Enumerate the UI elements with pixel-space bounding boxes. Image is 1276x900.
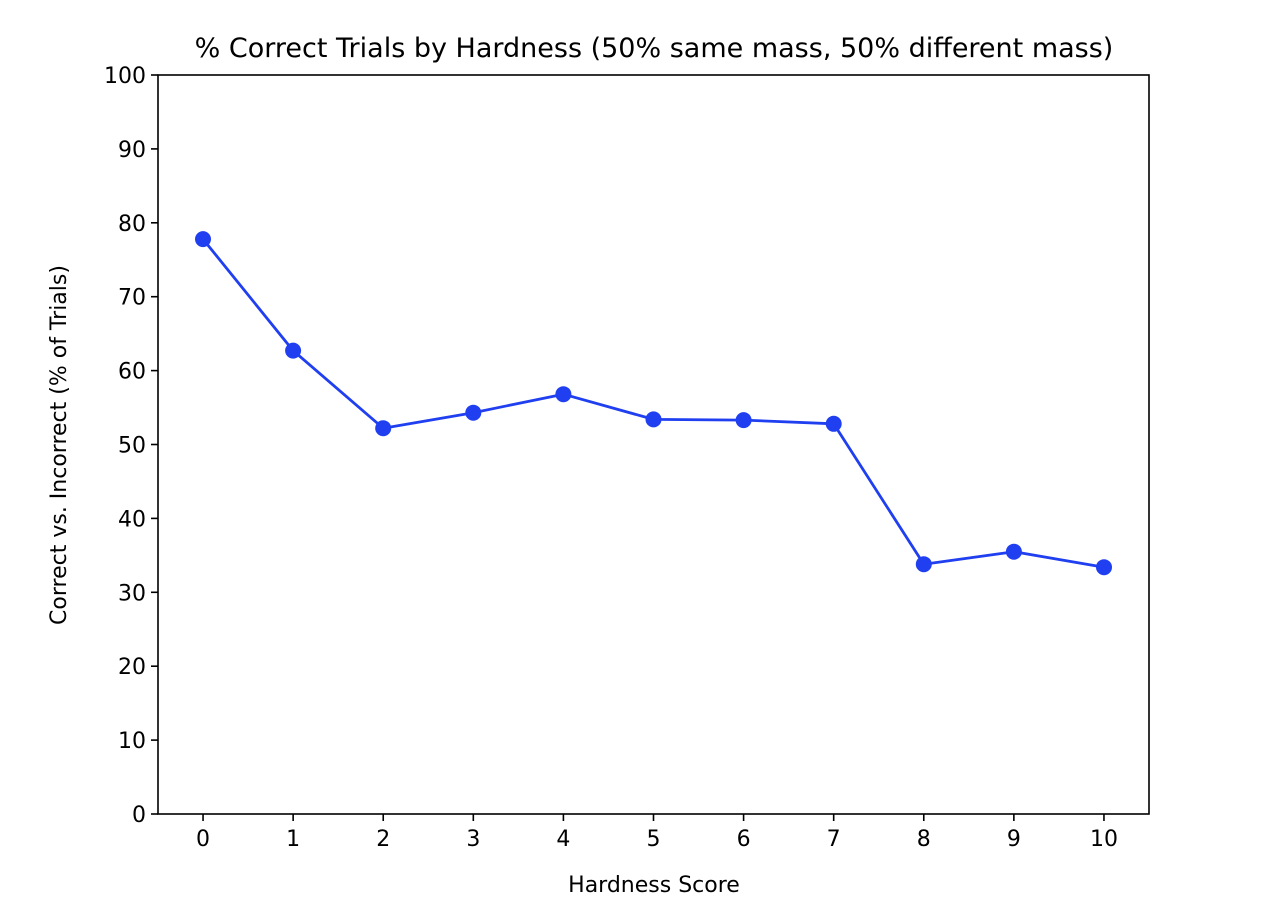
data-point-3 [465,404,482,421]
x-axis-title: Hardness Score [568,873,740,898]
x-tick-label: 0 [196,827,210,852]
y-axis-title: Correct vs. Incorrect (% of Trials) [47,265,72,625]
data-point-0 [195,231,211,248]
y-tick-label: 40 [118,507,146,532]
y-tick-label: 70 [118,286,146,311]
data-point-7 [825,415,842,432]
y-tick-label: 100 [104,64,146,89]
chart-title: % Correct Trials by Hardness (50% same m… [195,33,1114,64]
x-axis: 0 1 2 3 4 5 6 7 8 9 10 [196,814,1118,852]
data-point-5 [645,411,662,428]
x-tick-label: 3 [466,827,480,852]
series-points [195,231,1112,576]
data-point-2 [375,420,392,437]
x-tick-label: 1 [286,827,300,852]
y-tick-label: 80 [118,212,146,237]
y-tick-label: 10 [118,729,146,754]
data-point-6 [735,412,752,429]
x-tick-label: 10 [1090,827,1118,852]
data-point-4 [555,386,572,403]
x-tick-label: 9 [1007,827,1021,852]
x-tick-label: 5 [647,827,661,852]
x-tick-label: 8 [917,827,931,852]
y-axis: 0 10 20 30 40 50 60 70 80 90 100 [104,64,158,828]
plot-frame [157,74,1150,815]
data-point-8 [915,556,932,573]
x-tick-label: 4 [556,827,570,852]
y-tick-label: 20 [118,655,146,680]
data-point-1 [285,342,302,359]
series-line [201,237,1106,569]
x-tick-label: 7 [827,827,841,852]
data-point-9 [1005,543,1022,560]
x-tick-label: 2 [376,827,390,852]
data-point-10 [1096,559,1112,576]
y-tick-label: 50 [118,434,146,459]
y-tick-label: 60 [118,360,146,385]
x-tick-label: 6 [737,827,751,852]
y-tick-label: 30 [118,581,146,606]
y-tick-label: 0 [132,803,146,828]
y-tick-label: 90 [118,138,146,163]
